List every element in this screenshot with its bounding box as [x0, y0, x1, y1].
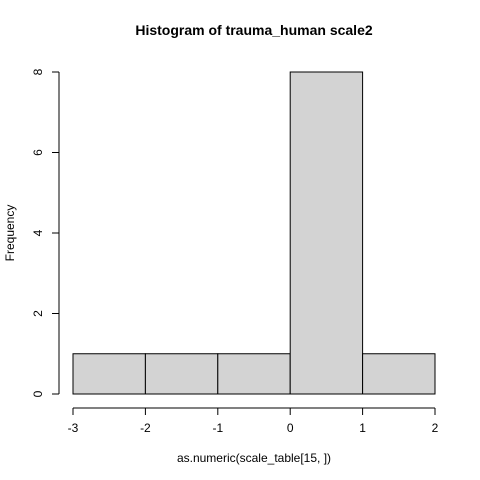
- x-tick-label-3: 0: [287, 421, 294, 435]
- y-tick-label-1: 2: [31, 310, 45, 317]
- y-axis: 0 2 4 6 8: [31, 68, 60, 397]
- chart-title: Histogram of trauma_human scale2: [135, 22, 373, 38]
- y-tick-label-2: 4: [31, 229, 45, 236]
- histogram-bar-3: [289, 71, 364, 395]
- x-tick-label-0: -3: [68, 421, 79, 435]
- y-axis-label: Frequency: [3, 205, 17, 262]
- x-tick-label-4: 1: [359, 421, 366, 435]
- bars-group: [72, 71, 436, 395]
- x-axis-label: as.numeric(scale_table[15, ]): [177, 451, 331, 465]
- y-tick-label-3: 6: [31, 149, 45, 156]
- histogram-bar-4: [362, 353, 436, 395]
- histogram-bar-0: [72, 353, 146, 395]
- y-tick-label-4: 8: [31, 68, 45, 75]
- histogram-bar-1: [144, 353, 219, 395]
- x-tick-label-5: 2: [432, 421, 439, 435]
- x-tick-label-2: -1: [212, 421, 223, 435]
- histogram-bar-2: [217, 353, 291, 395]
- x-tick-label-1: -2: [140, 421, 151, 435]
- x-axis: -3 -2 -1 0 1 2: [68, 407, 439, 435]
- y-tick-label-0: 0: [31, 390, 45, 397]
